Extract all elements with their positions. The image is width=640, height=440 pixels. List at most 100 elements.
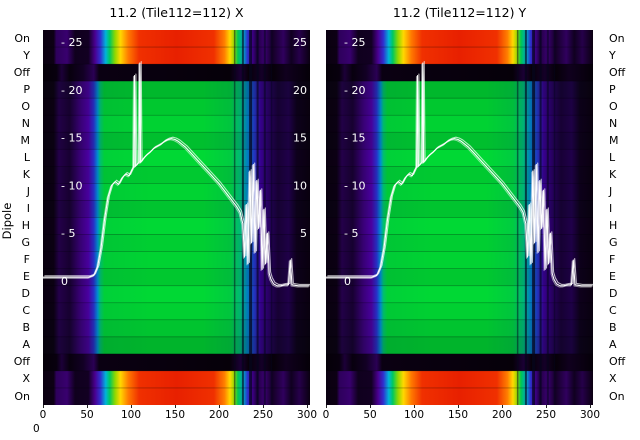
row-label-right: Y <box>609 48 616 62</box>
row-label-left: E <box>23 270 30 284</box>
row-label-right: H <box>609 219 618 232</box>
svg-text:20: 20 <box>293 84 307 97</box>
heatmap-plot-x: - 25 25 - 20 20 - 15 15 - 10 10 - 5 5 0 <box>43 30 310 405</box>
svg-text:- 25: - 25 <box>344 36 365 49</box>
row-label-left: G <box>21 236 30 250</box>
panel-x: 11.2 (Tile112=112) X - 25 25- 20 20- 15 15-… <box>40 5 317 421</box>
x-axis-x: 0 50 100 150 200 250 300 <box>39 405 317 427</box>
x-tick-label: 150 <box>164 409 186 421</box>
svg-text:10: 10 <box>293 179 307 192</box>
row-label-right: N <box>609 116 618 130</box>
row-label-left: D <box>21 287 30 301</box>
x-tick-label: 50 <box>363 409 377 421</box>
row-label-right: I <box>609 202 613 215</box>
row-label-left: I <box>26 202 30 215</box>
row-label-right: M <box>609 133 619 147</box>
row-label-right: On <box>609 389 625 403</box>
row-label-left: Y <box>23 48 30 62</box>
row-label-right: C <box>609 304 617 318</box>
x-tick-label: 150 <box>447 409 469 421</box>
x-tick-mark <box>414 405 415 408</box>
row-label-left: O <box>21 99 30 113</box>
row-label-right: P <box>609 82 616 96</box>
x-tick-mark <box>219 405 220 408</box>
row-label-left: F <box>23 253 30 267</box>
svg-text:- 10: - 10 <box>344 179 365 192</box>
row-label-left: X <box>22 372 30 386</box>
row-label-right: L <box>609 150 616 164</box>
row-label-right: K <box>609 167 617 181</box>
x-tick-label: 100 <box>120 409 142 421</box>
origin-tick-label: 0 <box>33 423 40 435</box>
x-tick-mark <box>43 405 44 408</box>
row-label-left: Off <box>13 355 30 369</box>
panel-y: 11.2 (Tile112=112) Y - 25 - 20 - 15 - 10 - 5… <box>323 5 600 421</box>
x-tick-label: 200 <box>491 409 513 421</box>
x-tick-mark <box>131 405 132 408</box>
heatmap-canvas: - 25 - 20 - 15 - 10 - 5 0 <box>326 30 593 405</box>
x-tick-label: 200 <box>208 409 230 421</box>
svg-text:- 15: - 15 <box>344 132 365 145</box>
x-tick-mark <box>370 405 371 408</box>
x-tick-label: 250 <box>252 409 274 421</box>
panel-title-x: 11.2 (Tile112=112) X <box>109 5 244 20</box>
row-label-left: On <box>14 389 30 403</box>
heatmap-canvas: - 25 25 - 20 20 - 15 15 - 10 10 - 5 5 0 <box>43 30 310 405</box>
svg-text:25: 25 <box>293 36 307 49</box>
row-label-left: On <box>14 31 30 45</box>
svg-text:15: 15 <box>293 132 307 145</box>
row-label-right: Off <box>609 65 626 79</box>
svg-text:- 5: - 5 <box>61 227 75 240</box>
x-tick-label: 50 <box>80 409 94 421</box>
svg-text:- 5: - 5 <box>344 227 358 240</box>
row-label-right: J <box>609 184 613 198</box>
row-label-left: J <box>26 184 30 198</box>
svg-text:- 25: - 25 <box>61 36 82 49</box>
panel-title-y: 11.2 (Tile112=112) Y <box>392 5 527 20</box>
x-tick-mark <box>546 405 547 408</box>
row-label-right: E <box>609 270 616 284</box>
x-tick-mark <box>307 405 308 408</box>
row-label-right: G <box>609 236 618 250</box>
row-label-right: B <box>609 321 617 335</box>
x-tick-label: 0 <box>39 409 47 421</box>
row-labels-right: On Y Off P O N M L K J I H G F E D C B A Off X On <box>609 0 640 440</box>
row-label-left: Off <box>13 65 30 79</box>
x-tick-mark <box>263 405 264 408</box>
row-label-right: F <box>609 253 616 267</box>
x-tick-label: 0 <box>322 409 330 421</box>
x-tick-label: 300 <box>579 409 601 421</box>
row-labels-left: On Y Off P O N M L K J I H G F E D C B A Off X On <box>0 0 30 440</box>
row-label-left: N <box>21 116 30 130</box>
row-label-left: C <box>22 304 30 318</box>
x-tick-label: 300 <box>296 409 318 421</box>
svg-text:- 15: - 15 <box>61 132 82 145</box>
x-tick-mark <box>590 405 591 408</box>
row-label-right: On <box>609 31 625 45</box>
svg-text:0: 0 <box>61 275 68 288</box>
row-label-left: A <box>22 338 30 352</box>
row-label-left: L <box>23 150 30 164</box>
svg-text:- 20: - 20 <box>61 84 82 97</box>
x-axis-y: 0 50 100 150 200 250 300 <box>322 405 600 427</box>
x-tick-mark <box>502 405 503 408</box>
row-label-left: P <box>23 82 30 96</box>
row-label-right: Off <box>609 355 626 369</box>
x-tick-mark <box>326 405 327 408</box>
x-tick-label: 250 <box>535 409 557 421</box>
x-tick-mark <box>87 405 88 408</box>
row-label-left: M <box>20 133 31 147</box>
x-tick-mark <box>458 405 459 408</box>
x-tick-label: 100 <box>403 409 425 421</box>
row-label-right: O <box>609 99 618 113</box>
x-tick-mark <box>175 405 176 408</box>
row-label-left: H <box>21 219 30 232</box>
row-label-right: X <box>609 372 617 386</box>
heatmap-plot-y: - 25 - 20 - 15 - 10 - 5 0 <box>326 30 593 405</box>
svg-text:5: 5 <box>300 227 307 240</box>
row-label-left: K <box>22 167 30 181</box>
row-label-right: D <box>609 287 618 301</box>
row-label-right: A <box>609 338 617 352</box>
svg-text:- 10: - 10 <box>61 179 82 192</box>
